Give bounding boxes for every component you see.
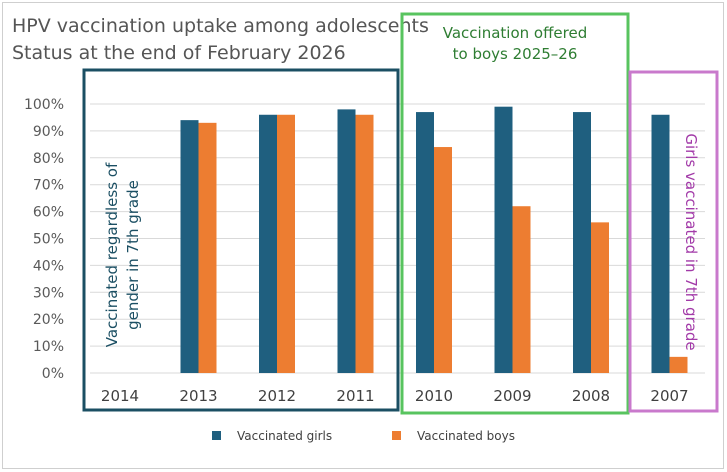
y-tick-label: 50%: [33, 232, 64, 248]
x-tick-label: 2009: [493, 387, 531, 405]
legend: Vaccinated girls Vaccinated boys: [212, 429, 515, 443]
bar-girls-2010: [416, 112, 434, 373]
annotation-text-regardless: Vaccinated regardless of gender in 7th gr…: [103, 162, 142, 347]
bar-girls-2009: [494, 106, 513, 373]
annotation-text-offered: to boys 2025–26: [453, 45, 578, 63]
y-tick-label: 60%: [33, 205, 64, 221]
y-tick-label: 30%: [33, 285, 64, 301]
annotation-box-regardless: [82, 68, 400, 412]
x-tick-label: 2010: [415, 387, 453, 405]
y-tick-label: 0%: [42, 366, 64, 382]
chart-subtitle: Status at the end of February 2026: [12, 42, 346, 64]
legend-label-girls: Vaccinated girls: [237, 429, 332, 443]
x-tick-label: 2014: [101, 387, 139, 405]
bar-girls-2012: [259, 114, 277, 373]
chart-title: HPV vaccination uptake among adolescents: [12, 15, 429, 37]
annotation-line: gender in 7th grade: [124, 180, 142, 330]
annotation-line: Vaccinated regardless of: [103, 162, 121, 347]
x-tick-label: 2012: [258, 387, 296, 405]
annotation-text-girls-only: Girls vaccinated in 7th grade: [682, 133, 700, 350]
annotation-text-offered: Vaccination offered: [443, 24, 587, 42]
y-tick-label: 100%: [24, 97, 64, 113]
legend-swatch-boys: [392, 431, 401, 440]
annotations: Vaccinated regardless of gender in 7th gr…: [82, 12, 719, 415]
y-axis-ticks: 0% 10% 20% 30% 40% 50% 60% 70% 80% 90% 100%: [24, 97, 64, 382]
bar-boys-2010: [434, 147, 452, 373]
y-tick-label: 80%: [33, 151, 64, 167]
x-tick-label: 2008: [572, 387, 610, 405]
y-tick-label: 70%: [33, 178, 64, 194]
bar-boys-2013: [198, 122, 217, 373]
bar-boys-2012: [277, 114, 295, 373]
annotation-box-girls-only: [628, 70, 719, 413]
legend-label-boys: Vaccinated boys: [417, 429, 515, 443]
legend-swatch-girls: [212, 431, 221, 440]
bar-boys-2007: [669, 356, 688, 373]
bars: [180, 106, 688, 373]
y-tick-label: 40%: [33, 258, 64, 274]
y-tick-label: 10%: [33, 339, 64, 355]
bar-boys-2011: [355, 114, 374, 373]
annotation-box-offered: [400, 12, 630, 415]
bar-girls-2007: [651, 114, 670, 373]
annotation-line: Girls vaccinated in 7th grade: [682, 133, 700, 350]
x-tick-label: 2007: [650, 387, 688, 405]
x-axis-ticks: 2014 2013 2012 2011 2010 2009 2008 2007: [101, 387, 689, 405]
x-tick-label: 2013: [179, 387, 217, 405]
y-tick-label: 90%: [33, 124, 64, 140]
bar-boys-2008: [591, 222, 609, 373]
y-tick-label: 20%: [33, 312, 64, 328]
bar-girls-2013: [180, 120, 199, 373]
bar-girls-2011: [337, 109, 356, 373]
bar-girls-2008: [573, 112, 591, 373]
x-tick-label: 2011: [336, 387, 374, 405]
bar-boys-2009: [512, 206, 531, 373]
